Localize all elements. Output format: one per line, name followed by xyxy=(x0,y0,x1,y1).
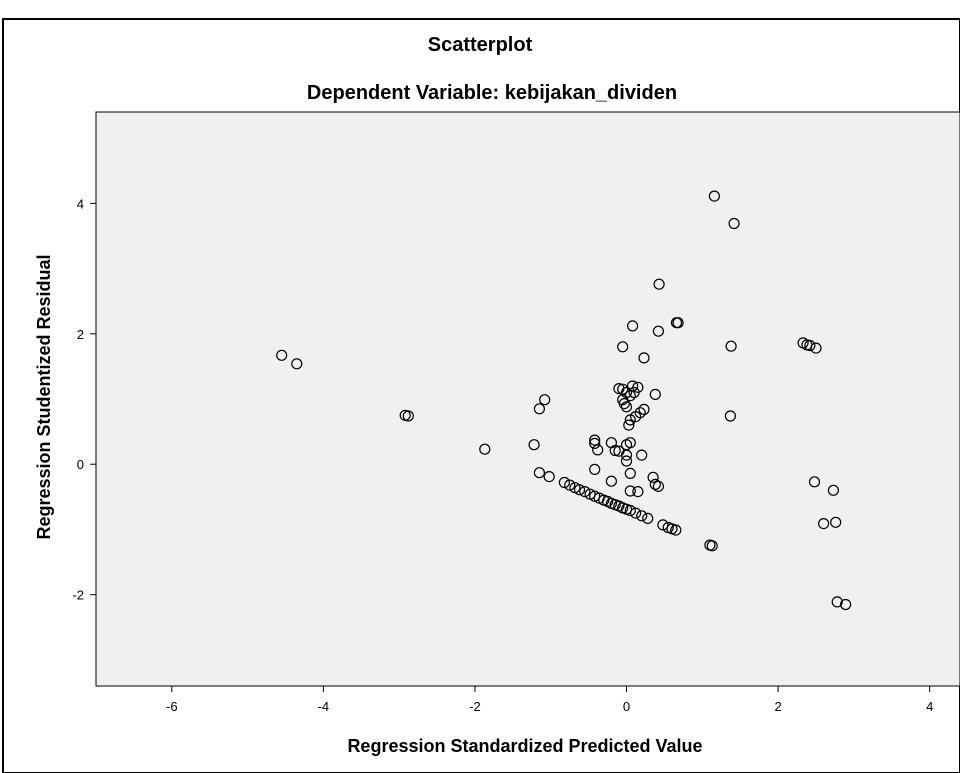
scatter-point xyxy=(592,444,604,456)
chart-title: Scatterplot xyxy=(428,34,533,56)
scatter-point xyxy=(623,419,635,431)
scatter-point xyxy=(810,342,822,354)
scatter-point xyxy=(579,486,591,498)
scatter-point xyxy=(642,512,654,525)
scatter-point xyxy=(831,596,843,608)
scatter-point xyxy=(620,386,633,399)
scatter-point xyxy=(620,401,633,413)
scatter-point xyxy=(629,507,642,519)
scatter-point xyxy=(653,278,665,290)
scatter-point xyxy=(605,475,618,487)
scatter-point xyxy=(649,388,661,400)
scatter-point xyxy=(620,449,633,461)
data-points xyxy=(276,190,852,611)
scatter-point xyxy=(589,437,601,449)
scatter-point xyxy=(558,476,571,489)
scatter-point xyxy=(657,519,669,531)
scatter-point xyxy=(827,484,840,496)
scatter-point xyxy=(618,398,630,410)
scatter-point xyxy=(632,486,644,498)
scatter-point xyxy=(638,352,650,364)
y-axis-title: Regression Studentized Residual xyxy=(34,254,54,539)
scatter-point xyxy=(652,325,665,337)
scatter-point xyxy=(589,463,601,475)
scatter-point xyxy=(624,467,636,479)
scatter-point xyxy=(624,504,636,517)
scatter-point xyxy=(617,341,629,353)
y-tick-label: 0 xyxy=(77,457,84,472)
chart-subtitle: Dependent Variable: kebijakan_dividen xyxy=(307,82,677,104)
scatter-point xyxy=(609,444,621,457)
scatter-point xyxy=(626,320,639,332)
scatter-point xyxy=(725,340,737,352)
scatter-point xyxy=(724,410,737,422)
scatter-point xyxy=(276,349,288,361)
x-tick-label: 0 xyxy=(623,699,630,714)
x-axis-title: Regression Standardized Predicted Value xyxy=(347,736,702,756)
scatter-point xyxy=(543,471,555,483)
x-tick-label: 2 xyxy=(774,699,781,714)
scatter-point xyxy=(620,455,633,467)
scatter-point xyxy=(589,434,601,446)
scatter-point xyxy=(839,598,852,611)
scatter-point xyxy=(706,540,718,552)
scatter-point xyxy=(708,190,721,202)
scatter-point xyxy=(479,443,491,455)
scatter-point xyxy=(647,471,659,483)
y-tick-label: -2 xyxy=(72,588,84,603)
scatter-point xyxy=(817,517,830,530)
scatter-point xyxy=(636,510,648,522)
scatter-point xyxy=(636,449,648,461)
scatter-point xyxy=(528,439,540,451)
plot-area xyxy=(95,111,960,687)
scatter-point xyxy=(652,480,665,492)
scatter-point xyxy=(539,394,551,406)
x-tick-label: -2 xyxy=(469,699,481,714)
scatter-point xyxy=(728,217,740,230)
x-tick-label: -6 xyxy=(166,699,178,714)
scatter-point xyxy=(638,403,650,415)
scatter-point xyxy=(624,437,636,449)
scatter-point xyxy=(291,358,303,370)
x-tick-label: 4 xyxy=(926,699,933,714)
scatter-point xyxy=(402,410,414,422)
scatter-point xyxy=(564,479,576,491)
scatter-point xyxy=(649,478,661,490)
scatter-point xyxy=(624,485,636,497)
scatter-point xyxy=(533,467,546,479)
x-axis: -6 -4 -2 0 2 4 xyxy=(166,686,933,714)
scatter-point xyxy=(573,484,586,496)
scatter-point xyxy=(808,476,821,488)
scatter-point xyxy=(632,381,644,393)
scatter-point xyxy=(672,317,684,329)
scatter-point xyxy=(804,339,816,352)
scatter-point xyxy=(533,403,546,415)
y-axis: -2 0 2 4 xyxy=(72,196,96,603)
scatter-point xyxy=(634,407,646,419)
scatter-point xyxy=(626,380,639,392)
x-tick-label: -4 xyxy=(318,699,330,714)
y-tick-label: 4 xyxy=(77,196,84,211)
scatter-point xyxy=(670,524,682,536)
y-tick-label: 2 xyxy=(77,327,84,342)
scatter-point xyxy=(830,516,842,528)
